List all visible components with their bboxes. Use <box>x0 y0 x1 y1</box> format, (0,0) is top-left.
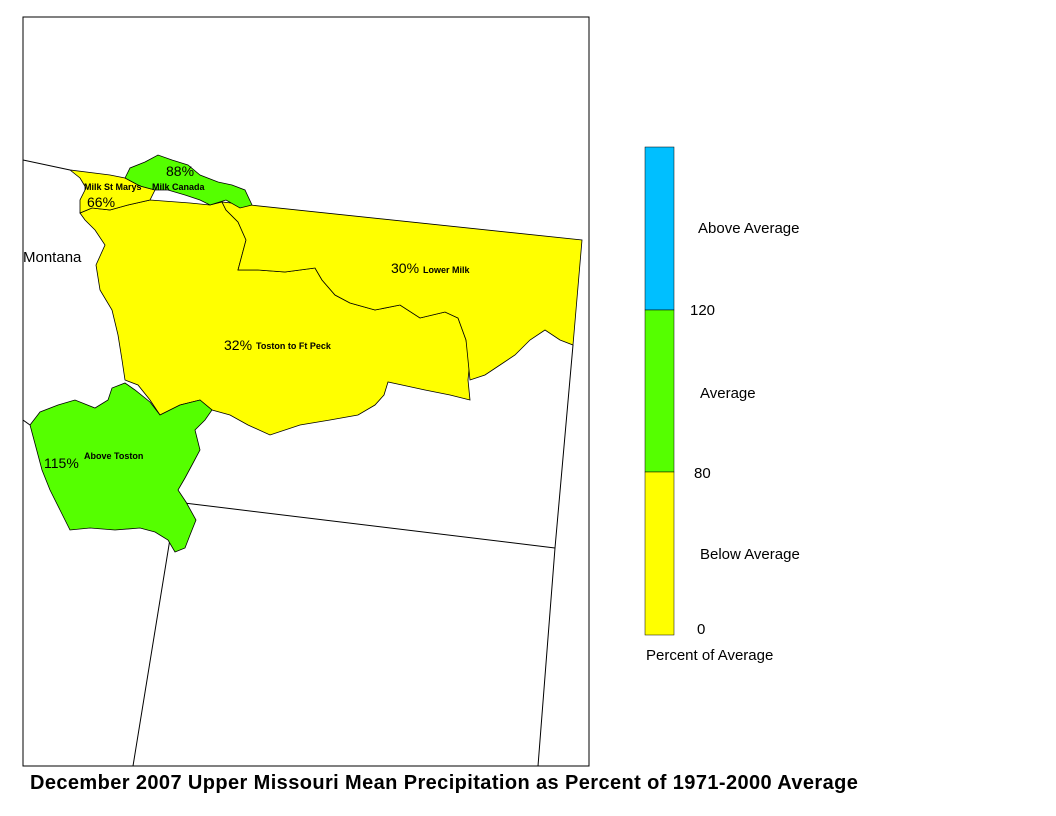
percent-toston-ft-peck: 32% <box>224 337 252 353</box>
legend-swatch-average <box>644 309 675 473</box>
legend-break-80: 80 <box>694 465 711 482</box>
percent-lower-milk: 30% <box>391 260 419 276</box>
basin-lower-milk[interactable] <box>221 201 583 381</box>
legend-class-above: Above Average <box>698 220 800 237</box>
percent-milk-st-marys: 66% <box>87 194 115 210</box>
legend-class-average: Average <box>700 385 756 402</box>
state-border-west <box>23 419 31 426</box>
percent-milk-canada: 88% <box>166 163 194 179</box>
percent-above-toston: 115% <box>44 455 79 471</box>
label-lower-milk: Lower Milk <box>423 265 471 275</box>
label-milk-canada: Milk Canada <box>152 182 206 192</box>
idaho-wyoming-border <box>132 501 177 766</box>
legend-title: Percent of Average <box>646 647 774 664</box>
legend-swatch-below <box>644 471 675 636</box>
basin-above-toston[interactable] <box>29 382 213 553</box>
label-milk-st-marys: Milk St Marys <box>84 182 142 192</box>
legend-break-0: 0 <box>697 621 706 638</box>
legend-break-120: 120 <box>690 302 716 319</box>
legend-swatch-above <box>644 146 675 311</box>
state-label: Montana <box>23 249 82 266</box>
map-caption: December 2007 Upper Missouri Mean Precip… <box>30 772 859 794</box>
dakota-border <box>537 344 574 766</box>
label-toston-ft-peck: Toston to Ft Peck <box>256 341 332 351</box>
legend-class-below: Below Average <box>700 546 800 563</box>
basin-milk-canada[interactable] <box>124 154 253 209</box>
canada-border-west <box>23 159 71 171</box>
wyoming-border <box>175 501 556 549</box>
label-above-toston: Above Toston <box>84 451 143 461</box>
